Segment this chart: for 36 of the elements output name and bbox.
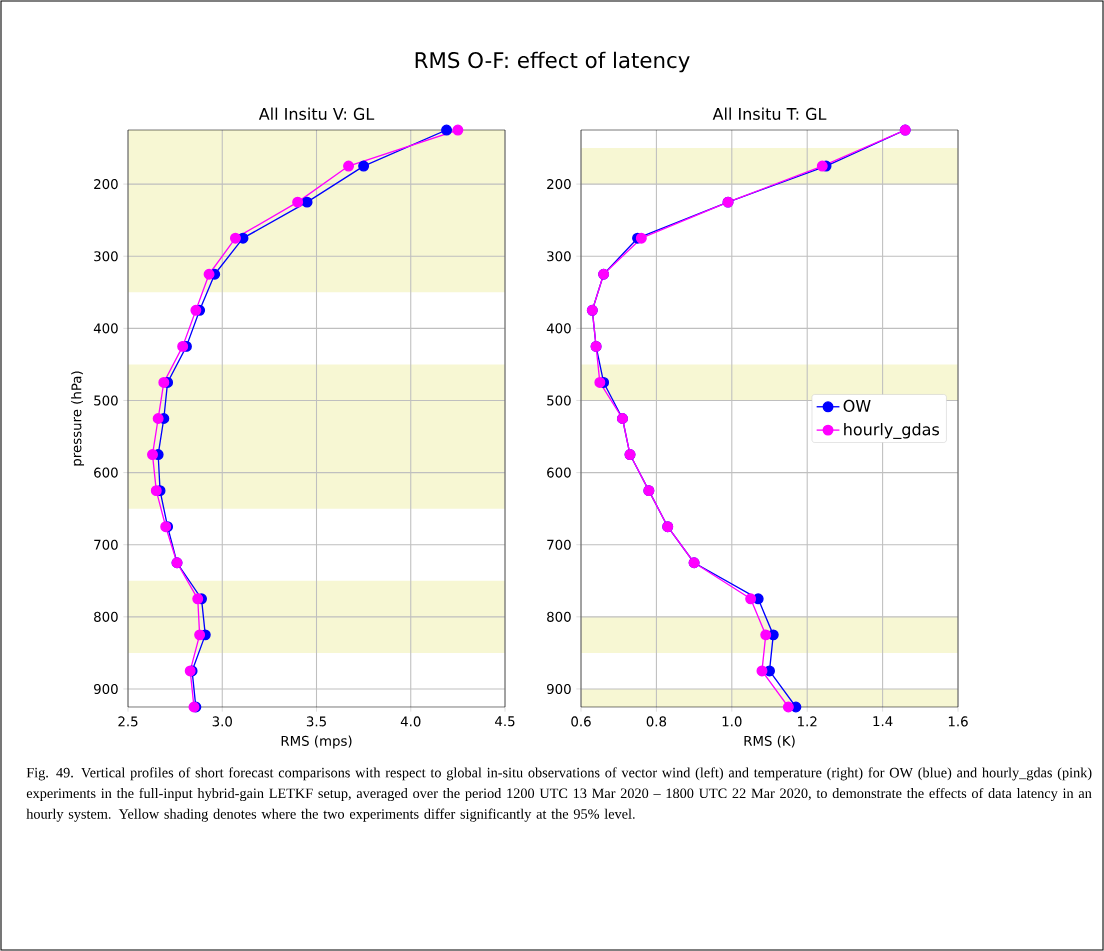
y-tick-label: 400 — [546, 323, 571, 334]
x-axis-title: RMS (K) — [744, 735, 795, 748]
text: RMS O-F: effect of latency — [415, 51, 690, 73]
x-axis-title: RMS (mps) — [281, 735, 352, 749]
x-tick-label: 1.0 — [722, 716, 742, 727]
caption: Fig. 49. Vertical profiles of short forecast comparisons with respect to global in-situ observations of vector wind (left) and temperature (right) for OW (blue) and hourly_gdas (pink) experiments in the full-input hybrid-gain LETKF setup, averaged over the period 1200 UTC 13 Mar 2020 – 1800 UTC 22 Mar 2020, to demonstrate the effects of data latency in an hourly system. Yellow shading denotes where the two experiments differ significantly at the 95% level. — [26, 767, 1092, 822]
y-tick-label: 800 — [94, 611, 118, 622]
y-tick-label: 800 — [547, 611, 571, 622]
x-tick-label: 4.0 — [400, 716, 421, 727]
x-tick-label: 2.5 — [118, 716, 138, 727]
x-tick-label: 3.0 — [212, 716, 232, 727]
y-tick-label: 700 — [547, 539, 571, 550]
y-tick-label: 300 — [94, 251, 118, 262]
y-tick-label: 200 — [547, 179, 571, 190]
x-tick-label: 1.4 — [873, 716, 893, 727]
legend-label: OW — [843, 399, 871, 412]
x-tick-label: 0.6 — [571, 716, 591, 727]
chart-title: All Insitu V: GL — [258, 107, 375, 120]
x-tick-label: 1.6 — [948, 716, 968, 727]
y-tick-label: 900 — [94, 683, 118, 695]
y-tick-label: 700 — [94, 539, 118, 550]
x-tick-label: 0.8 — [646, 716, 667, 727]
y-tick-label: 200 — [94, 179, 118, 190]
y-tick-label: 600 — [547, 467, 571, 478]
y-tick-label: 300 — [547, 251, 571, 262]
chart-title: All Insitu T: GL — [712, 107, 827, 120]
x-tick-label: 3.5 — [306, 716, 326, 727]
y-tick-label: 500 — [547, 395, 571, 406]
y-tick-label: 500 — [94, 395, 118, 406]
y-tick-label: 400 — [93, 323, 118, 334]
x-tick-label: 4.5 — [495, 716, 515, 727]
legend-label: hourly_gdas — [844, 423, 939, 439]
x-tick-label: 1.2 — [798, 716, 817, 727]
y-tick-label: 600 — [94, 467, 118, 478]
y-axis-title: pressure (hPa) — [71, 371, 85, 466]
y-tick-label: 900 — [547, 683, 571, 695]
